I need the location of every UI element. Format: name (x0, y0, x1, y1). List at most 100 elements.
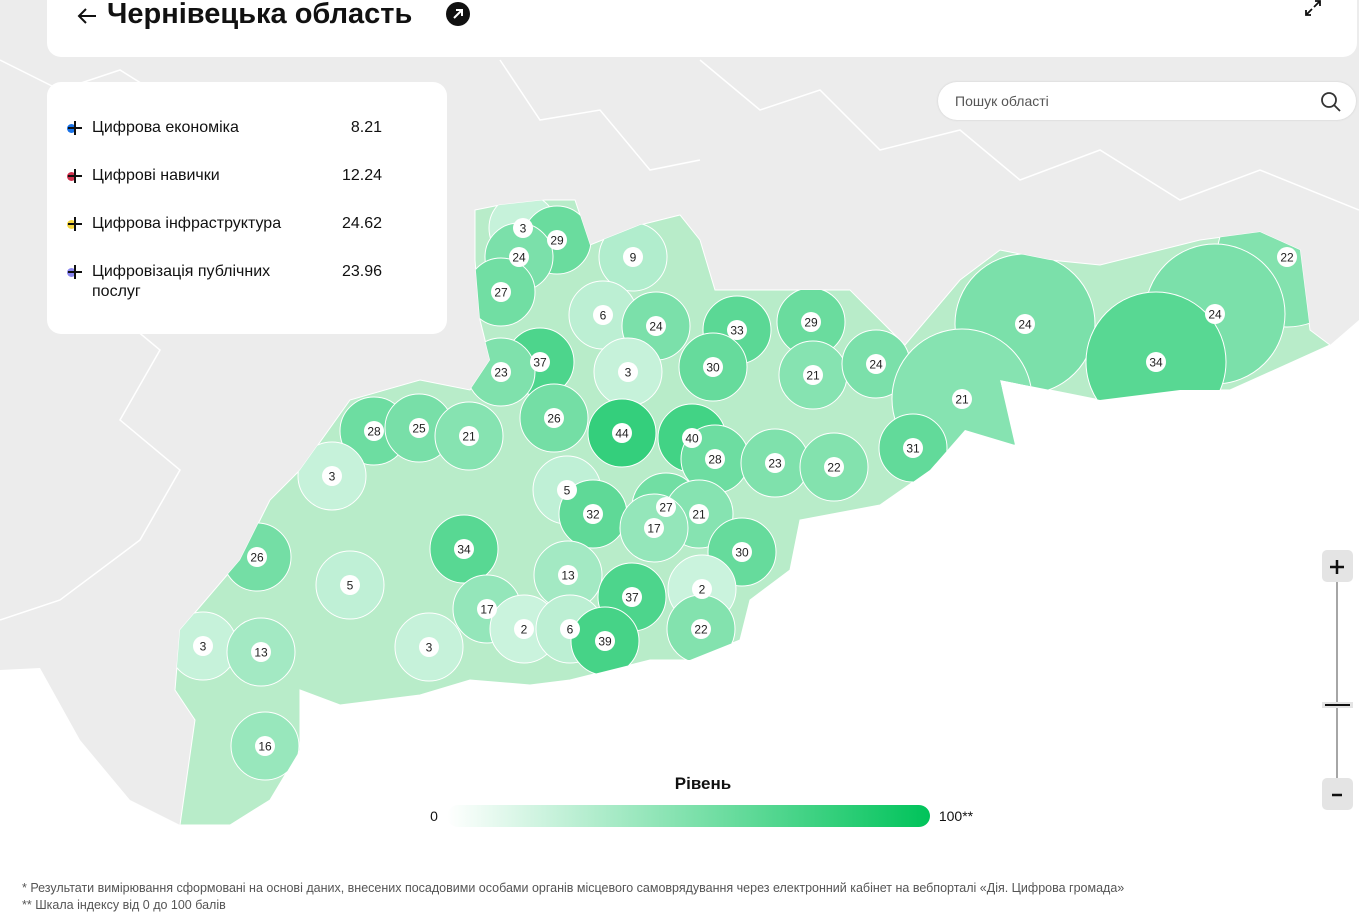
region-label-bg (703, 357, 723, 377)
region-label-bg (952, 389, 972, 409)
region-label-bg (513, 218, 533, 238)
region-label: 17 (647, 522, 661, 536)
expand-button[interactable] (1303, 0, 1323, 18)
region-label-bg (866, 354, 886, 374)
region-label: 28 (708, 453, 722, 467)
scale-title: Рівень (675, 774, 731, 793)
region-label: 6 (600, 309, 607, 323)
region-label: 26 (547, 412, 561, 426)
region-label: 21 (692, 508, 706, 522)
region-label: 44 (615, 427, 629, 441)
region-label: 22 (1280, 251, 1294, 265)
region-label-bg (459, 426, 479, 446)
region-label-bg (514, 619, 534, 639)
add-button[interactable] (67, 264, 83, 280)
region-label-bg (530, 352, 550, 372)
region-label-bg (193, 636, 213, 656)
footnote: * Результати вимірювання сформовані на о… (22, 881, 1125, 895)
region-label: 3 (520, 222, 527, 236)
region-label-bg (644, 518, 664, 538)
region-label-bg (509, 247, 529, 267)
region-label-bg (491, 282, 511, 302)
region-label-bg (803, 365, 823, 385)
region-label-bg (593, 305, 613, 325)
region-label-bg (419, 637, 439, 657)
indicator-value: 8.21 (350, 119, 382, 136)
region-label: 34 (1149, 356, 1163, 370)
region-label-bg (1015, 314, 1035, 334)
search-icon (1321, 92, 1341, 112)
header-card: Чернівецька область (47, 0, 1357, 57)
region-label: 30 (706, 361, 720, 375)
scale-min: 0 (430, 808, 438, 824)
region-label: 5 (564, 484, 571, 498)
region-label: 5 (347, 579, 354, 593)
region-label: 16 (258, 740, 272, 754)
region-label: 26 (250, 551, 264, 565)
back-button[interactable] (77, 6, 99, 26)
region-label-bg (765, 453, 785, 473)
region-label-bg (903, 438, 923, 458)
region-label: 13 (561, 569, 575, 583)
region-label: 29 (550, 234, 564, 248)
region-label: 21 (955, 393, 969, 407)
region-label-bg (646, 316, 666, 336)
region-label-bg (691, 619, 711, 639)
region-label-bg (595, 631, 615, 651)
search-box[interactable]: Пошук області (938, 82, 1356, 120)
add-button[interactable] (67, 168, 83, 184)
plus-icon (68, 265, 82, 279)
region-label: 33 (730, 324, 744, 338)
region-label-bg (409, 418, 429, 438)
region-label-bg (477, 599, 497, 619)
indicator-value: 12.24 (341, 167, 382, 184)
region-label-bg (689, 504, 709, 524)
region-label-bg (824, 457, 844, 477)
indicator-name: Цифрова інфраструктура (92, 215, 282, 232)
region-label: 24 (1208, 308, 1222, 322)
region-label-bg (557, 480, 577, 500)
region-label-bg (1205, 304, 1225, 324)
region-label: 22 (827, 461, 841, 475)
region-label: 30 (735, 546, 749, 560)
region-label-bg (558, 565, 578, 585)
region-label: 3 (426, 641, 433, 655)
plus-icon (68, 217, 82, 231)
region-label-bg (547, 230, 567, 250)
region-label-bg (491, 362, 511, 382)
region-label: 37 (625, 591, 639, 605)
region-label: 2 (521, 623, 528, 637)
region-label: 6 (567, 623, 574, 637)
region-label: 9 (630, 251, 637, 265)
region-label: 21 (806, 369, 820, 383)
region-label-bg (1146, 352, 1166, 372)
region-label-bg (364, 421, 384, 441)
region-label-bg (705, 449, 725, 469)
region-label-bg (454, 539, 474, 559)
plus-icon (68, 169, 82, 183)
scale-bar (447, 805, 930, 827)
open-link[interactable] (446, 2, 470, 26)
region-label-bg (255, 736, 275, 756)
region-label: 32 (586, 508, 600, 522)
search-placeholder: Пошук області (955, 93, 1049, 109)
indicator-name: Цифрові навички (92, 167, 220, 184)
region-label: 24 (869, 358, 883, 372)
region-label: 3 (329, 470, 336, 484)
region-label: 2 (699, 583, 706, 597)
add-button[interactable] (67, 216, 83, 232)
outer-area (0, 320, 1359, 912)
region-label-bg (656, 497, 676, 517)
region-label-bg (682, 428, 702, 448)
region-label-bg (251, 642, 271, 662)
region-label-bg (1277, 247, 1297, 267)
region-label-bg (727, 320, 747, 340)
region-label: 28 (367, 425, 381, 439)
indicator-value: 23.96 (341, 263, 382, 280)
title: Чернівецька область (107, 0, 413, 30)
add-button[interactable] (67, 120, 83, 136)
region-label: 23 (494, 366, 508, 380)
region-label: 3 (200, 640, 207, 654)
